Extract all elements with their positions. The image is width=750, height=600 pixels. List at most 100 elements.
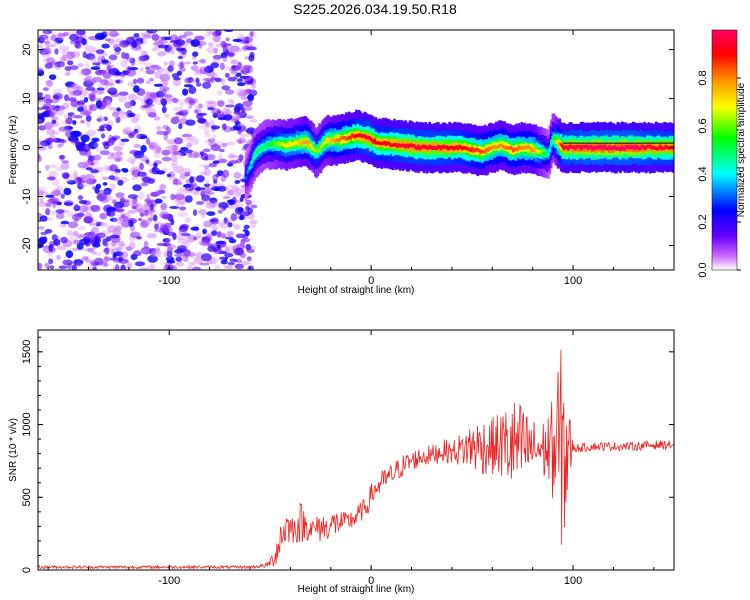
noise-cell (120, 214, 126, 219)
noise-cell (38, 236, 47, 245)
noise-cell (101, 261, 108, 267)
ridge-cell (629, 145, 632, 149)
noise-cell (233, 224, 241, 230)
noise-cell (117, 240, 125, 247)
noise-cell (85, 161, 92, 168)
noise-cell (193, 191, 200, 196)
noise-cell (38, 44, 44, 49)
noise-cell (120, 138, 130, 142)
noise-cell (249, 119, 258, 123)
noise-cell (155, 170, 166, 175)
noise-cell (77, 30, 84, 35)
noise-cell (157, 51, 166, 57)
ridge-cell (503, 145, 506, 150)
ridge-cell (530, 148, 533, 152)
noise-cell (39, 197, 44, 203)
noise-cell (111, 171, 120, 176)
ridge-cell (606, 142, 610, 151)
noise-cell (220, 40, 227, 48)
noise-cell (211, 182, 219, 187)
ridge-cell (574, 146, 577, 151)
ridge-cell (338, 134, 341, 143)
ridge-cell (526, 145, 529, 149)
ridge-cell (345, 137, 348, 141)
y-tick-label: -10 (21, 189, 33, 205)
ridge-cell (363, 134, 367, 142)
noise-cell (55, 167, 64, 172)
noise-cell (83, 77, 91, 82)
noise-cell (54, 61, 65, 68)
noise-cell (114, 264, 120, 270)
noise-cell (155, 145, 162, 153)
ridge-cell (299, 141, 303, 145)
ridge-cell (326, 139, 330, 143)
noise-cell (227, 205, 236, 210)
ridge-cell (388, 143, 392, 147)
noise-cell (238, 89, 250, 96)
noise-cell (99, 212, 108, 220)
ridge-cell (441, 145, 444, 149)
noise-cell (140, 50, 148, 56)
noise-cell (128, 133, 135, 139)
noise-cell (102, 182, 108, 186)
noise-cell (127, 217, 137, 224)
noise-cell (193, 267, 199, 270)
ridge-cell (554, 140, 557, 144)
ridge-cell (278, 143, 282, 147)
noise-cell (38, 97, 47, 105)
noise-cell (171, 50, 176, 55)
noise-cell (242, 64, 253, 70)
noise-cell (170, 116, 180, 125)
ridge-cell (432, 146, 436, 150)
ridge-cell (480, 149, 484, 154)
ridge-cell (323, 140, 327, 145)
noise-cell (55, 209, 65, 214)
noise-cell (91, 97, 102, 101)
ridge-cell (636, 145, 639, 150)
noise-cell (204, 199, 210, 205)
noise-cell (50, 98, 60, 104)
noise-cell (127, 81, 137, 87)
colorbar-label: Normalized spectral amplitude (736, 82, 747, 217)
noise-cell (174, 116, 180, 120)
noise-cell (64, 66, 72, 71)
noise-cell (206, 65, 212, 71)
noise-cell (113, 203, 121, 209)
ridge-cell (421, 144, 424, 149)
noise-cell (85, 115, 92, 122)
noise-cell (172, 98, 178, 103)
ridge-cell (418, 147, 422, 151)
noise-cell (195, 232, 202, 239)
noise-cell (130, 158, 135, 165)
noise-cell (108, 58, 113, 66)
noise-cell (59, 154, 64, 161)
snr-y-axis-label: SNR (10 * v/v) (8, 418, 19, 482)
noise-cell (147, 254, 158, 263)
noise-cell (196, 201, 205, 205)
noise-cell (113, 251, 124, 257)
ridge-cell (251, 156, 255, 161)
colorbar-ticks: 0.0 0.2 0.4 0.6 0.8 (697, 70, 741, 278)
noise-cell (230, 59, 239, 65)
noise-cell (52, 94, 60, 100)
noise-cell (164, 226, 173, 234)
ridge-cell (253, 155, 256, 160)
noise-cell (172, 144, 179, 151)
ridge-cell (518, 146, 522, 151)
noise-cell (136, 96, 143, 101)
noise-cell (232, 124, 242, 131)
noise-cell (231, 196, 237, 204)
noise-cell (246, 256, 252, 262)
noise-cell (111, 240, 117, 247)
noise-cell (78, 205, 89, 213)
ridge-cell (415, 146, 419, 150)
noise-cell (85, 86, 96, 91)
noise-cell (234, 201, 244, 209)
noise-cell (179, 173, 187, 180)
noise-cell (162, 214, 170, 220)
noise-cell (224, 253, 234, 258)
noise-cell (177, 211, 189, 218)
noise-cell (107, 87, 117, 93)
ridge-cell (298, 139, 302, 143)
noise-cell (197, 235, 203, 240)
